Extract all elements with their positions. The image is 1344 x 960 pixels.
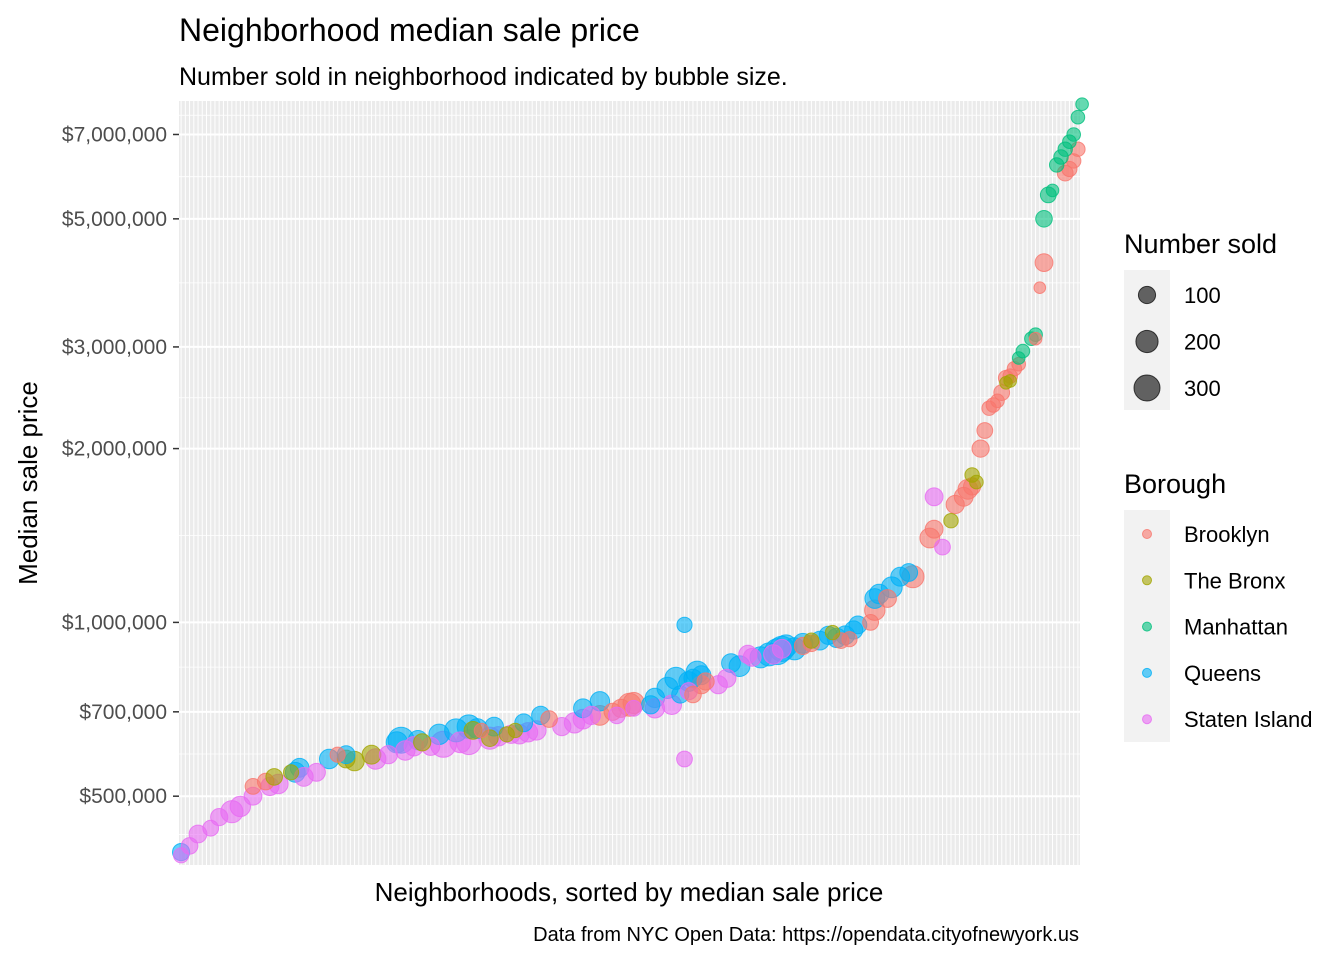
data-point-brooklyn: [244, 778, 262, 795]
data-point-brooklyn: [976, 422, 994, 439]
color-legend-key: [1142, 575, 1152, 586]
data-point-staten-island: [307, 762, 326, 782]
data-point-brooklyn: [924, 519, 944, 539]
data-point-the-bronx: [824, 624, 841, 641]
data-point-brooklyn: [862, 614, 879, 631]
chart-subtitle: Number sold in neighborhood indicated by…: [179, 63, 788, 91]
data-point-brooklyn: [696, 672, 715, 691]
color-legend-key: [1142, 714, 1152, 725]
data-point-staten-island: [771, 638, 792, 659]
y-tick-label: $2,000,000: [62, 438, 167, 461]
data-point-the-bronx: [943, 513, 959, 529]
data-point-staten-island: [742, 647, 762, 667]
size-legend-key: [1135, 329, 1159, 354]
data-point-brooklyn: [971, 439, 990, 458]
data-point-manhattan: [1066, 127, 1081, 142]
data-point-queens: [641, 695, 661, 715]
data-point-the-bronx: [969, 474, 984, 490]
size-legend: Number sold 100 200 300: [1124, 229, 1277, 410]
data-point-the-bronx: [283, 764, 300, 781]
x-axis-title: Neighborhoods, sorted by median sale pri…: [375, 877, 884, 907]
points: [172, 97, 1089, 864]
color-legend-label: Brooklyn: [1184, 522, 1270, 547]
y-tick-label: $500,000: [79, 785, 167, 808]
data-point-brooklyn: [1028, 331, 1043, 346]
data-point-the-bronx: [413, 733, 432, 752]
data-point-manhattan: [1011, 351, 1026, 365]
data-point-the-bronx: [803, 632, 820, 649]
data-point-staten-island: [717, 668, 737, 688]
data-point-manhattan: [1045, 183, 1060, 198]
y-tick-label: $700,000: [79, 701, 167, 724]
data-point-manhattan: [1035, 210, 1053, 228]
size-legend-label: 100: [1184, 283, 1221, 308]
color-legend-label: Staten Island: [1184, 707, 1312, 732]
y-axis-ticks: $500,000 $700,000 $1,000,000 $2,000,000 $3,0…: [62, 123, 179, 808]
data-point-staten-island: [934, 538, 951, 556]
size-legend-key: [1137, 285, 1157, 305]
color-legend-label: Manhattan: [1184, 615, 1288, 640]
color-legend-key: [1142, 667, 1152, 678]
data-point-staten-island: [581, 705, 602, 726]
size-legend-title: Number sold: [1124, 229, 1277, 259]
data-point-staten-island: [449, 731, 472, 754]
data-point-staten-island: [625, 699, 643, 717]
data-point-manhattan: [1075, 97, 1089, 111]
data-point-staten-island: [378, 745, 398, 765]
size-legend-key: [1133, 374, 1161, 402]
data-point-brooklyn: [945, 494, 965, 515]
color-legend-key: [1142, 621, 1152, 632]
data-point-manhattan: [1070, 109, 1086, 125]
color-legend: Borough Brooklyn The Bronx Manhattan Queens…: [1124, 469, 1312, 742]
caption: Data from NYC Open Data: https://opendat…: [533, 924, 1079, 946]
data-point-brooklyn: [473, 722, 490, 739]
data-point-staten-island: [608, 706, 626, 725]
data-point-queens: [899, 563, 919, 582]
data-point-staten-island: [676, 750, 693, 768]
data-point-staten-island: [924, 487, 944, 507]
data-point-the-bronx: [361, 744, 382, 765]
size-legend-label: 200: [1184, 330, 1221, 355]
y-tick-label: $5,000,000: [62, 208, 167, 231]
data-point-brooklyn: [990, 393, 1005, 409]
y-tick-label: $7,000,000: [62, 123, 167, 146]
data-point-the-bronx: [507, 722, 523, 739]
data-point-brooklyn: [878, 589, 897, 608]
data-point-queens: [676, 616, 693, 634]
data-point-brooklyn: [1034, 253, 1054, 273]
color-legend-label: The Bronx: [1184, 568, 1286, 593]
data-point-brooklyn: [684, 685, 702, 704]
y-axis-title: Median sale price: [13, 381, 43, 585]
y-tick-label: $1,000,000: [62, 611, 167, 634]
y-tick-label: $3,000,000: [62, 336, 167, 359]
data-point-brooklyn: [1033, 281, 1047, 295]
data-point-staten-island: [202, 819, 220, 837]
data-point-the-bronx: [1003, 374, 1018, 388]
color-legend-key: [1142, 529, 1152, 539]
chart-title: Neighborhood median sale price: [179, 12, 640, 48]
color-legend-label: Queens: [1184, 661, 1261, 686]
size-legend-label: 300: [1184, 376, 1221, 401]
data-point-the-bronx: [265, 768, 284, 786]
data-point-brooklyn: [841, 631, 858, 648]
data-point-brooklyn: [540, 710, 558, 728]
data-point-staten-island: [173, 847, 190, 864]
color-legend-title: Borough: [1124, 469, 1226, 499]
data-point-brooklyn: [329, 746, 346, 763]
grid: [179, 101, 1080, 865]
